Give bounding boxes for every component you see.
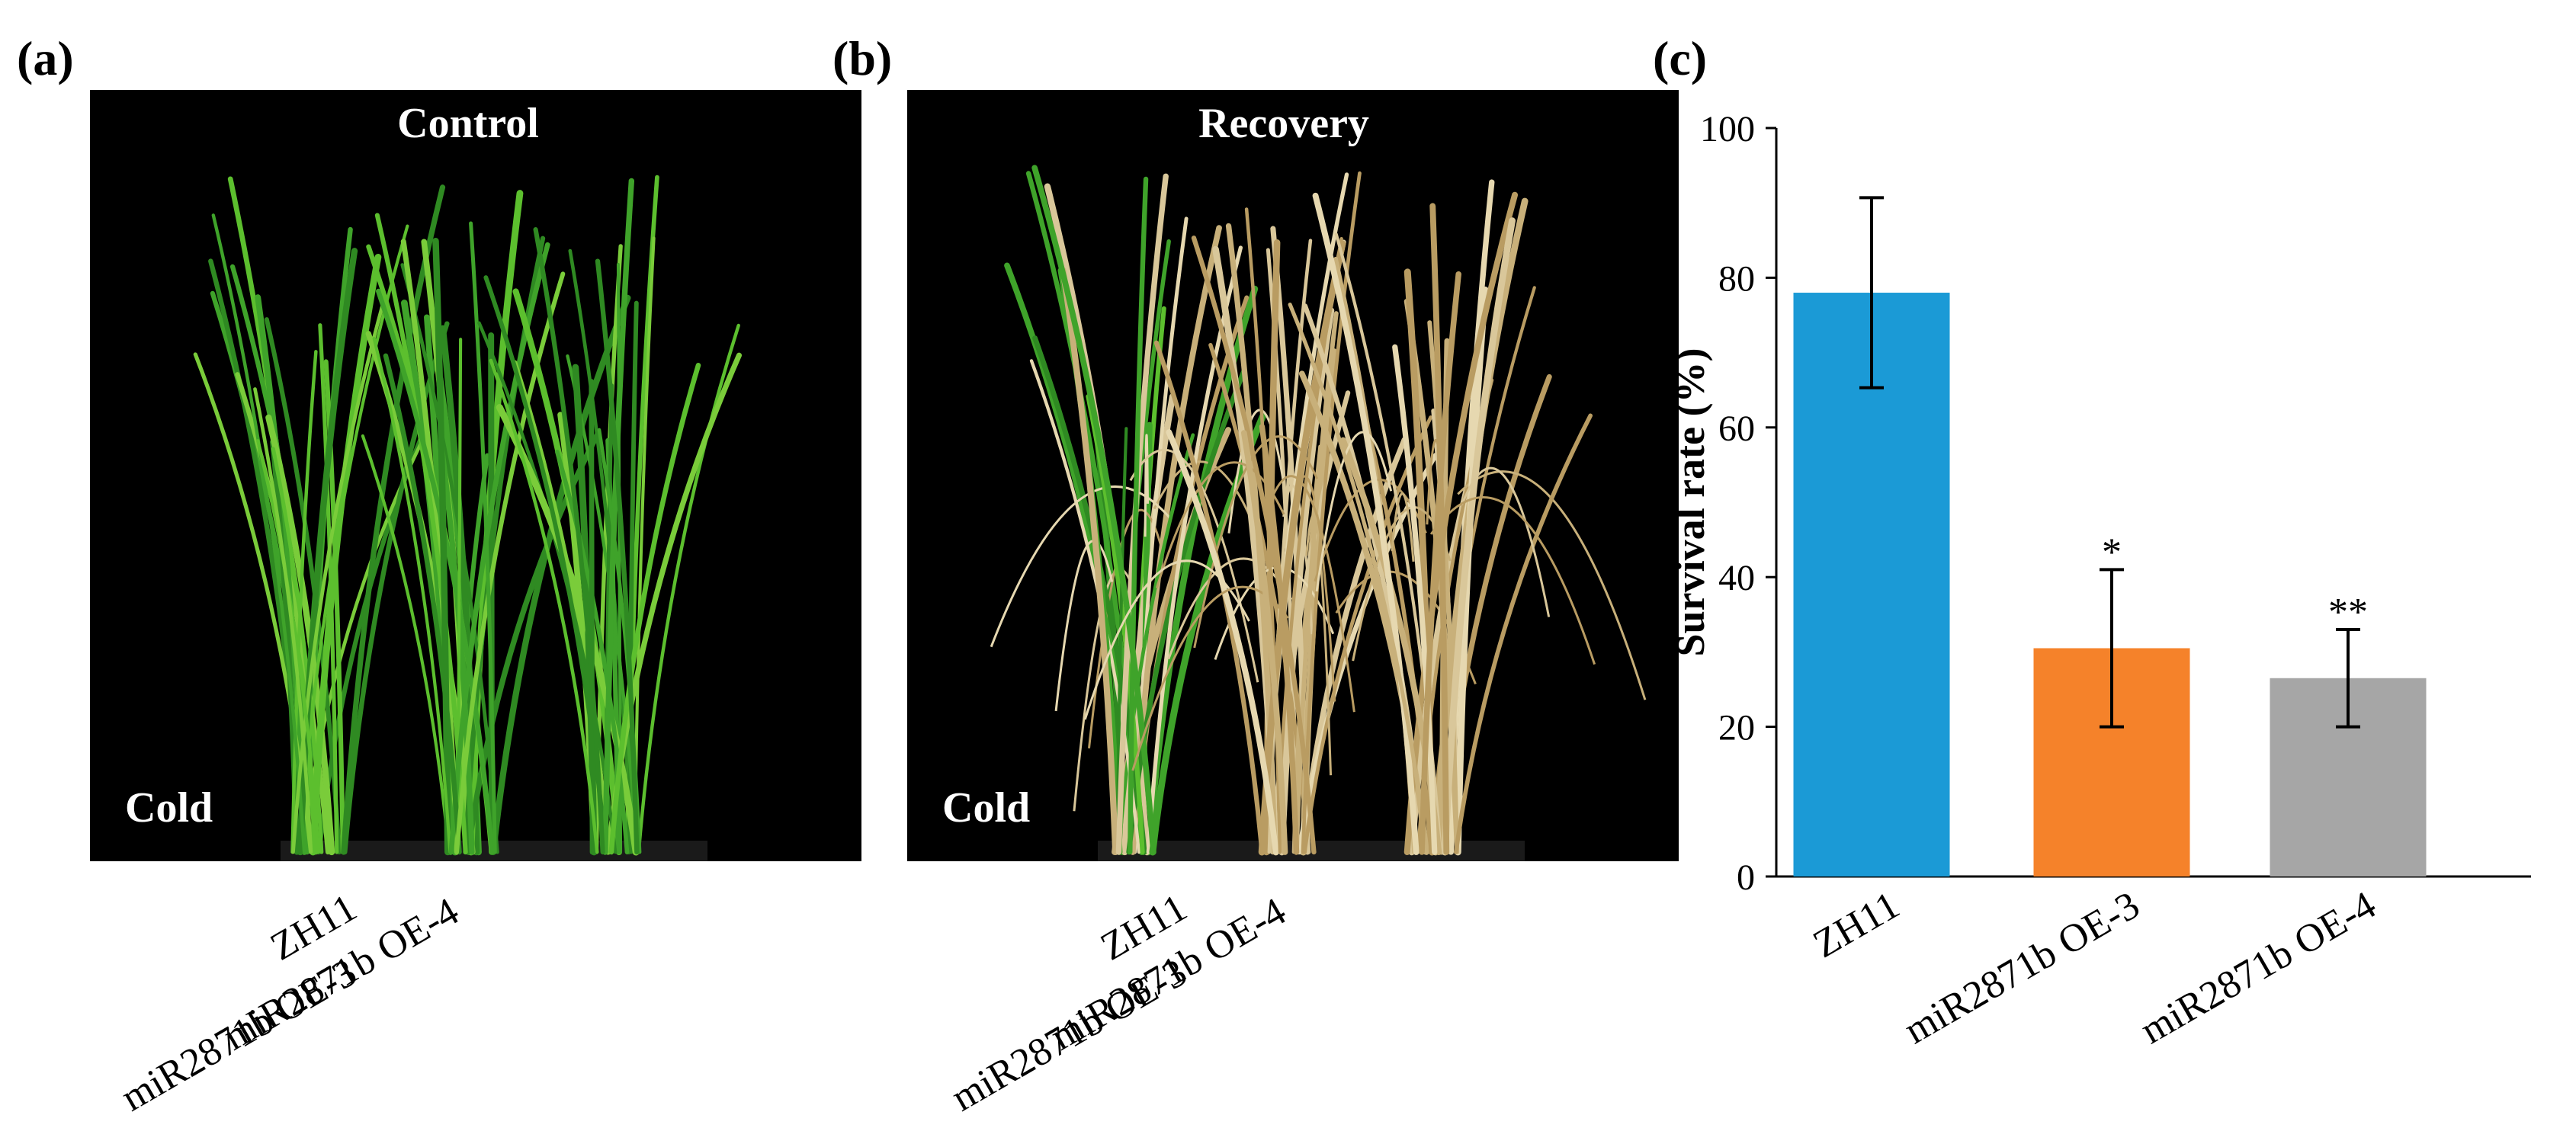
survival-rate-bar-chart: 0 20 40 60 80 100 Survival rate (%) ZH11 * miR287…: [1667, 109, 2531, 1053]
plant-group: [990, 165, 1647, 861]
leaf-blade: [602, 178, 635, 855]
leaf-blade: [253, 387, 313, 854]
x-tick-label: ZH11: [1806, 883, 1907, 966]
leaf-blade: [469, 221, 497, 854]
leaf-blade: [235, 372, 331, 855]
leaf-blade: [533, 227, 605, 855]
leaf-blade: [291, 298, 386, 854]
leaf-blade: [1060, 267, 1119, 856]
photo-a-cold-label: Cold: [125, 784, 213, 832]
y-tick-label: 0: [1737, 857, 1755, 898]
leaf-blade: [1453, 413, 1593, 854]
leaf-blade: [341, 184, 446, 855]
leaf-blade: [555, 450, 630, 854]
leaf-blade: [361, 434, 451, 854]
x-tick-label: miR2871b OE-4: [2134, 883, 2383, 1053]
leaf-blade: [383, 353, 462, 855]
y-tick-label: 40: [1718, 558, 1755, 598]
leaf-blade: [375, 288, 495, 855]
wilted-leaf: [1227, 409, 1285, 534]
leaf-blade: [400, 263, 499, 854]
leaf-blade: [1419, 271, 1461, 855]
leaf-blade: [608, 362, 701, 855]
rice-seedlings-illustration: [990, 165, 1647, 861]
leaf-blade: [256, 439, 320, 854]
leaf-blade: [1128, 176, 1149, 855]
leaf-blade: [265, 414, 335, 856]
control-plant-photo: Control Cold: [90, 90, 861, 861]
wilted-leaf: [1083, 559, 1250, 720]
significance-marker: *: [2102, 530, 2122, 574]
wilted-leaf: [1087, 508, 1163, 748]
panel-c-letter: (c): [1653, 31, 1708, 85]
wilted-leaf: [1270, 475, 1355, 713]
wilted-leaf: [1054, 540, 1114, 712]
panel-a-letter: (a): [17, 31, 74, 85]
leaf-blade: [342, 321, 450, 855]
leaf-blade: [1301, 171, 1362, 854]
wilted-leaf: [1144, 434, 1150, 537]
bar: [1793, 293, 1950, 876]
y-tick-label: 80: [1718, 258, 1755, 299]
panel-b-letter: (b): [832, 31, 893, 85]
leaf-blade: [595, 258, 640, 855]
leaf-blade: [637, 323, 740, 854]
leaf-blade: [1288, 303, 1428, 854]
leaf-blade: [1312, 192, 1420, 855]
photo-b-cold-label: Cold: [942, 784, 1031, 832]
leaf-blade: [1427, 320, 1460, 854]
wilted-leaf: [1315, 431, 1393, 592]
wilted-leaf: [1153, 460, 1255, 524]
leaf-blade: [432, 237, 451, 856]
y-tick-label: 60: [1718, 409, 1755, 449]
leaf-blade: [1303, 415, 1433, 854]
leaf-blade: [1429, 203, 1450, 855]
significance-marker: **: [2328, 591, 2368, 634]
rice-seedlings-illustration: [193, 175, 743, 861]
wilted-leaf: [1461, 466, 1551, 617]
leaf-blade: [454, 271, 566, 854]
wilted-leaf: [990, 485, 1173, 648]
leaf-blade: [1258, 240, 1346, 856]
leaf-blade: [1117, 433, 1195, 854]
leaf-blade: [1294, 311, 1339, 855]
plant-group: [193, 175, 743, 861]
wilted-leaf: [1305, 514, 1333, 776]
leaf-blade: [1259, 424, 1300, 855]
leaf-blade: [489, 358, 599, 854]
leaf-blade: [1392, 344, 1438, 855]
photo-a-title: Control: [397, 100, 539, 147]
leaf-blade: [1441, 217, 1516, 856]
wilted-leaf: [1193, 435, 1319, 649]
leaf-blade: [1241, 430, 1288, 855]
y-tick-label: 20: [1718, 708, 1755, 748]
leaf-blade: [290, 350, 318, 854]
recovery-plant-photo: Recovery Cold: [907, 90, 1679, 861]
photo-b-title: Recovery: [1198, 100, 1369, 147]
leaf-blade: [1166, 429, 1279, 855]
leaf-blade: [1031, 165, 1156, 855]
wilted-leaf: [1429, 496, 1596, 665]
leaf-blade: [1403, 191, 1519, 855]
x-tick-label: miR2871b OE-3: [1898, 883, 2147, 1053]
y-axis-label: Survival rate (%): [1667, 348, 1713, 657]
leaf-blade: [211, 213, 306, 854]
wilted-leaf: [1391, 492, 1415, 562]
wilted-leaf: [1426, 439, 1445, 525]
leaf-blade: [264, 317, 342, 855]
y-tick-label: 100: [1700, 109, 1755, 149]
leaf-blade: [372, 337, 452, 854]
